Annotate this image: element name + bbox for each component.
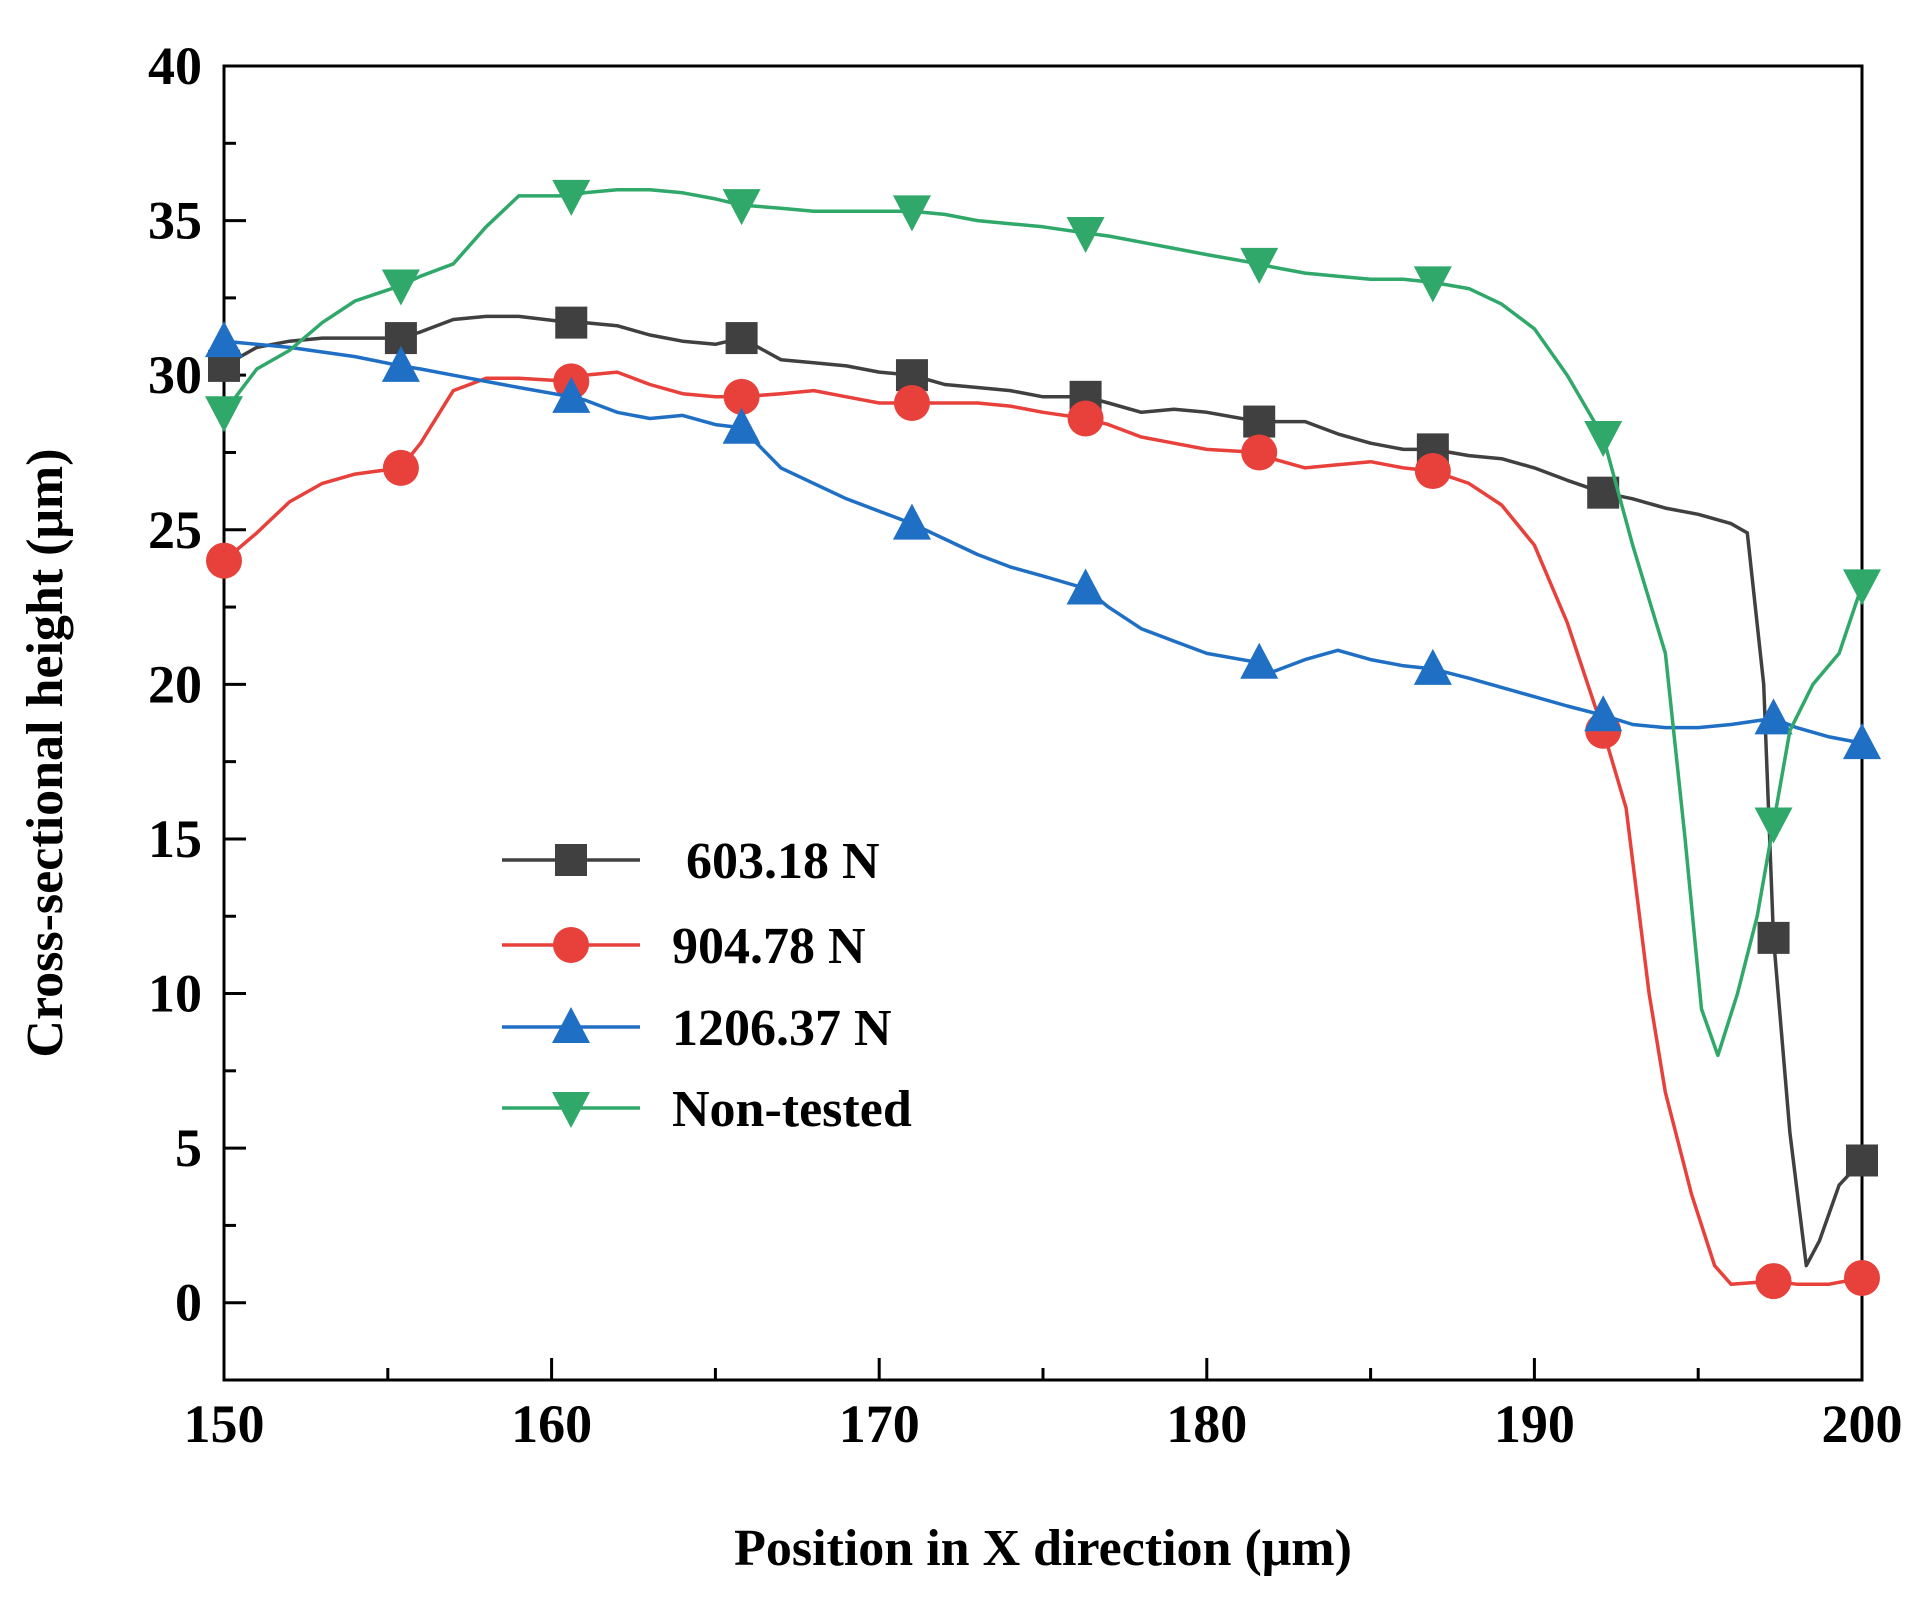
legend-item: 904.78 N bbox=[502, 918, 866, 975]
y-axis-title: Cross-sectional height (μm) bbox=[17, 448, 74, 1057]
legend-label: 603.18 N bbox=[686, 833, 880, 890]
legend-item: 1206.37 N bbox=[502, 1000, 892, 1057]
legend-marker bbox=[552, 1092, 590, 1128]
data-point bbox=[552, 376, 591, 413]
y-tick-label: 40 bbox=[148, 36, 202, 96]
x-axis-ticks: 150 160 170 180 190 200 bbox=[184, 1358, 1903, 1454]
data-point bbox=[1584, 695, 1623, 732]
legend-marker bbox=[552, 1007, 590, 1043]
data-point bbox=[1844, 1259, 1880, 1296]
data-point bbox=[381, 345, 420, 382]
data-point bbox=[1754, 807, 1793, 844]
data-point bbox=[1757, 921, 1790, 954]
y-tick-label: 25 bbox=[148, 500, 202, 560]
data-point bbox=[1414, 453, 1451, 490]
y-tick-label: 5 bbox=[175, 1118, 202, 1178]
x-tick-label: 150 bbox=[184, 1394, 265, 1454]
y-tick-label: 20 bbox=[148, 654, 202, 714]
x-tick-label: 190 bbox=[1494, 1394, 1575, 1454]
data-point bbox=[1241, 434, 1278, 471]
data-point bbox=[1846, 1144, 1878, 1177]
legend-item: 603.18 N bbox=[502, 833, 880, 890]
series-layer bbox=[205, 179, 1881, 1300]
data-point bbox=[723, 378, 760, 415]
series-line bbox=[223, 314, 1864, 1268]
data-point bbox=[893, 385, 930, 422]
data-point bbox=[722, 407, 761, 444]
data-point bbox=[1243, 405, 1276, 438]
data-point bbox=[555, 306, 588, 339]
data-point bbox=[722, 189, 761, 226]
y-tick-label: 10 bbox=[148, 964, 202, 1024]
x-tick-label: 200 bbox=[1822, 1394, 1903, 1454]
legend-item: Non-tested bbox=[502, 1081, 912, 1138]
legend-label: 904.78 N bbox=[672, 918, 866, 975]
series-line bbox=[222, 187, 1864, 1058]
x-tick-label: 170 bbox=[839, 1394, 920, 1454]
y-tick-label: 0 bbox=[175, 1273, 202, 1333]
y-tick-label: 30 bbox=[148, 345, 202, 405]
series-3 bbox=[205, 179, 1881, 1058]
data-point bbox=[1413, 648, 1452, 685]
data-point bbox=[1755, 1263, 1792, 1300]
series-line bbox=[223, 339, 1863, 745]
data-point bbox=[382, 449, 419, 486]
data-point bbox=[1584, 421, 1623, 458]
legend: 603.18 N 904.78 N 1206.37 N Non-tested bbox=[502, 833, 912, 1138]
y-axis-ticks: 0 5 10 15 20 25 30 35 40 bbox=[148, 36, 246, 1382]
series-2 bbox=[205, 321, 1881, 760]
data-point bbox=[381, 269, 420, 306]
data-point bbox=[205, 321, 243, 358]
data-point bbox=[205, 396, 243, 433]
data-point bbox=[892, 195, 931, 232]
series-0 bbox=[208, 306, 1878, 1268]
x-axis-title: Position in X direction (μm) bbox=[734, 1520, 1352, 1577]
legend-label: 1206.37 N bbox=[672, 1000, 892, 1057]
legend-label: Non-tested bbox=[672, 1081, 912, 1138]
data-point bbox=[1066, 568, 1105, 605]
legend-marker bbox=[553, 927, 589, 963]
data-point bbox=[1843, 569, 1881, 606]
data-point bbox=[1843, 723, 1881, 760]
y-tick-label: 35 bbox=[148, 191, 202, 251]
x-tick-label: 160 bbox=[511, 1394, 592, 1454]
legend-marker bbox=[555, 844, 587, 876]
data-point bbox=[1413, 266, 1452, 303]
data-point bbox=[552, 179, 591, 216]
data-point bbox=[1067, 400, 1104, 437]
data-point bbox=[892, 503, 931, 540]
data-point bbox=[1240, 642, 1279, 679]
data-point bbox=[1240, 247, 1279, 284]
series-1 bbox=[206, 363, 1880, 1300]
y-tick-label: 15 bbox=[148, 809, 202, 869]
data-point bbox=[1066, 216, 1105, 253]
x-tick-label: 180 bbox=[1166, 1394, 1247, 1454]
data-point bbox=[206, 542, 242, 579]
data-point bbox=[1754, 698, 1793, 735]
data-point bbox=[725, 322, 758, 355]
series-line bbox=[222, 370, 1863, 1286]
